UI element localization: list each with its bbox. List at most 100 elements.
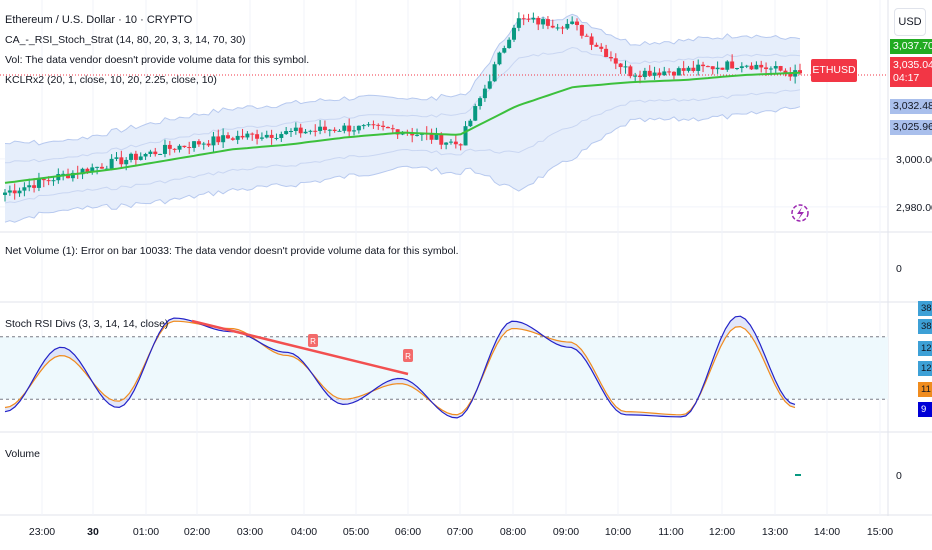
candle-body — [458, 144, 463, 146]
outer-band-lower — [4, 106, 801, 223]
candle-body — [478, 98, 483, 107]
candle-body — [511, 27, 516, 40]
candle-body — [46, 180, 51, 182]
candle-body — [589, 36, 594, 45]
candle-body — [221, 135, 226, 143]
candle-body — [211, 136, 216, 146]
candle-body — [754, 64, 759, 70]
candle-body — [608, 56, 613, 59]
candle-body — [652, 72, 657, 76]
candle-body — [541, 19, 546, 25]
candle-body — [66, 173, 71, 179]
candle-body — [264, 134, 269, 138]
candle-body — [129, 153, 134, 160]
candle-body — [783, 70, 788, 73]
candle-body — [502, 48, 507, 53]
indicator-rsi-stoch-strat[interactable]: CA_-_RSI_Stoch_Strat (14, 80, 20, 3, 3, … — [5, 34, 246, 46]
candle-body — [177, 145, 182, 150]
candle-body — [56, 174, 61, 181]
indicator-kclrx2[interactable]: KCLRx2 (20, 1, close, 10, 20, 2.25, clos… — [5, 74, 217, 86]
candle-body — [715, 67, 720, 70]
stoch-rsi-label[interactable]: Stoch RSI Divs (3, 3, 14, 14, close) — [5, 318, 169, 330]
candle-body — [749, 65, 754, 70]
candle-body — [618, 63, 623, 68]
time-tick-label: 10:00 — [605, 526, 631, 538]
candle-body — [623, 66, 628, 68]
symbol-title[interactable]: Ethereum / U.S. Dollar · 10 · CRYPTO — [5, 14, 193, 26]
time-tick-label: 13:00 — [762, 526, 788, 538]
stoch-tag-1: 38 — [918, 301, 932, 316]
candle-body — [720, 67, 725, 70]
price-tag-last: 3,035.04 04:17 — [890, 57, 932, 87]
candle-body — [347, 125, 352, 132]
divergence-signal-marker: R — [403, 349, 413, 362]
symbol-tag: ETHUSD — [811, 59, 857, 82]
candle-body — [536, 17, 541, 25]
divergence-signal-marker: R — [308, 334, 318, 347]
candle-body — [80, 168, 85, 175]
candle-body — [594, 44, 599, 47]
candle-body — [671, 71, 676, 76]
volume-label[interactable]: Volume — [5, 448, 41, 460]
candle-body — [143, 154, 148, 157]
candle-body — [628, 66, 633, 77]
candle-body — [12, 190, 17, 194]
candle-body — [662, 71, 667, 76]
candle-body — [3, 192, 7, 195]
candle-body — [361, 125, 366, 127]
candle-body — [298, 127, 303, 134]
signal-marker-box — [403, 349, 413, 362]
currency-button[interactable]: USD — [894, 8, 926, 36]
candle-body — [162, 144, 167, 154]
candle-body — [482, 88, 487, 99]
candle-body — [109, 158, 114, 169]
time-tick-label: 23:00 — [29, 526, 55, 538]
candle-body — [371, 124, 376, 126]
candle-body — [167, 144, 172, 149]
time-tick-label: 05:00 — [343, 526, 369, 538]
candle-body — [342, 125, 347, 131]
time-tick-label: 04:00 — [291, 526, 317, 538]
candle-body — [565, 23, 570, 29]
candle-body — [725, 61, 730, 70]
price-tag-lower: 3,025.96 — [890, 120, 932, 135]
candle-body — [759, 64, 764, 68]
stoch-band-fill — [0, 336, 888, 400]
inner-band-lower — [4, 89, 801, 204]
candle-body — [444, 142, 449, 145]
candle-body — [555, 27, 560, 29]
candle-body — [448, 141, 453, 143]
candle-body — [138, 156, 143, 160]
bar-countdown: 04:17 — [893, 72, 920, 84]
net-volume-label[interactable]: Net Volume (1): Error on bar 10033: The … — [5, 245, 459, 257]
candle-body — [308, 130, 313, 132]
indicator-volume-error[interactable]: Vol: The data vendor doesn't provide vol… — [5, 54, 310, 66]
candle-body — [182, 145, 187, 148]
candle-body — [798, 70, 802, 74]
stoch-tag-6: 9 — [918, 402, 932, 417]
candle-body — [148, 151, 153, 155]
candle-body — [744, 65, 749, 67]
candle-body — [158, 153, 163, 155]
candle-body — [269, 134, 274, 138]
candle-body — [85, 168, 90, 173]
candle-body — [545, 19, 550, 26]
candle-body — [492, 64, 497, 82]
price-tick-label: 2,980.00 — [896, 202, 932, 214]
candle-body — [487, 81, 492, 89]
candle-body — [415, 134, 420, 136]
candle-body — [410, 132, 415, 136]
candle-body — [119, 157, 124, 165]
lightning-icon-ring — [791, 204, 809, 222]
candle-body — [696, 64, 701, 71]
candle-body — [313, 130, 318, 132]
candle-body — [395, 129, 400, 135]
candle-body — [366, 124, 371, 126]
candle-body — [550, 25, 555, 28]
basis-line — [4, 71, 801, 184]
candle-body — [196, 141, 201, 145]
candle-body — [526, 18, 531, 20]
candle-body — [584, 35, 589, 37]
candle-body — [560, 27, 565, 29]
